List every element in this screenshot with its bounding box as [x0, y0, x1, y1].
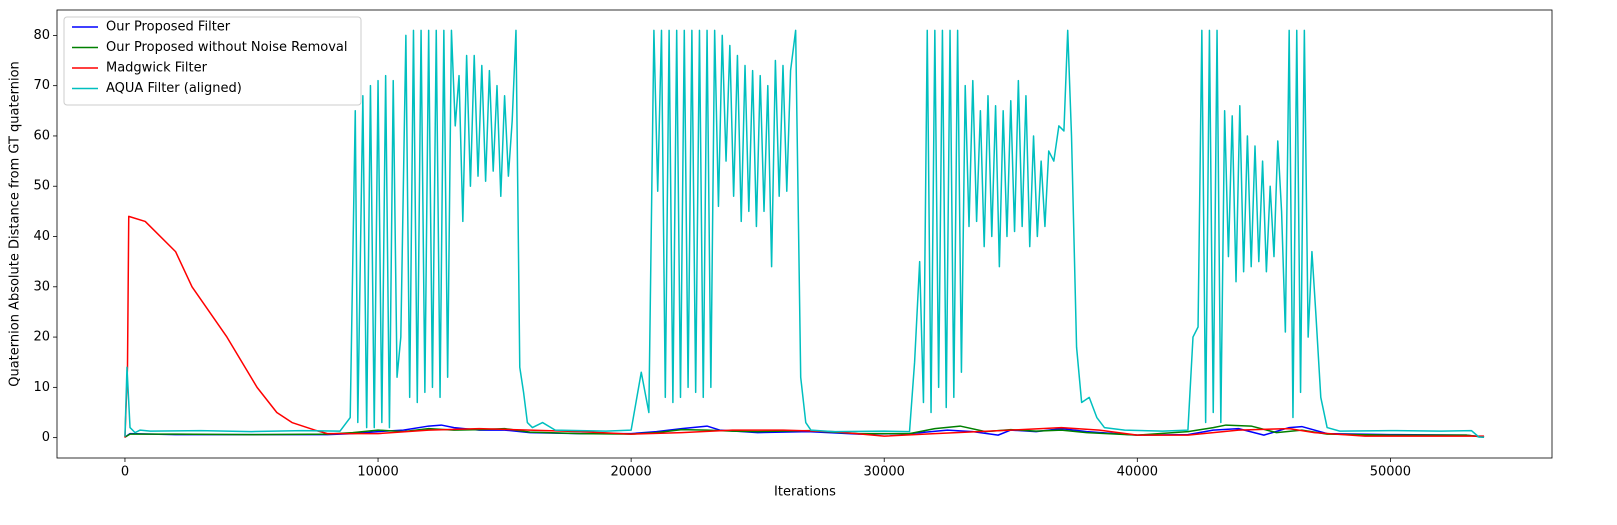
y-tick-label: 10: [33, 380, 50, 395]
x-tick-label: 50000: [1370, 465, 1411, 480]
legend-label: AQUA Filter (aligned): [106, 81, 242, 96]
series-line: [124, 215, 1485, 438]
series-line: [124, 29, 1485, 438]
y-tick-label: 70: [33, 78, 50, 93]
x-tick-label: 10000: [357, 465, 398, 480]
legend-box: [63, 16, 362, 106]
x-axis-label: Iterations: [774, 485, 836, 500]
y-tick-label: 40: [33, 229, 50, 244]
y-tick-label: 30: [33, 279, 50, 294]
plot-frame: [56, 9, 1553, 459]
y-tick-label: 80: [33, 28, 50, 43]
x-tick-label: 0: [121, 465, 129, 480]
y-axis-label: Quaternion Absolute Distance from GT qua…: [8, 61, 23, 387]
legend-label: Our Proposed Filter: [106, 20, 231, 35]
y-tick-label: 0: [42, 430, 50, 445]
x-tick-label: 20000: [610, 465, 651, 480]
legend-label: Our Proposed without Noise Removal: [106, 40, 347, 55]
x-tick-label: 30000: [864, 465, 905, 480]
legend-label: Madgwick Filter: [106, 61, 208, 76]
y-tick-label: 20: [33, 330, 50, 345]
y-tick-label: 50: [33, 179, 50, 194]
x-tick-label: 40000: [1117, 465, 1158, 480]
y-tick-label: 60: [33, 128, 50, 143]
